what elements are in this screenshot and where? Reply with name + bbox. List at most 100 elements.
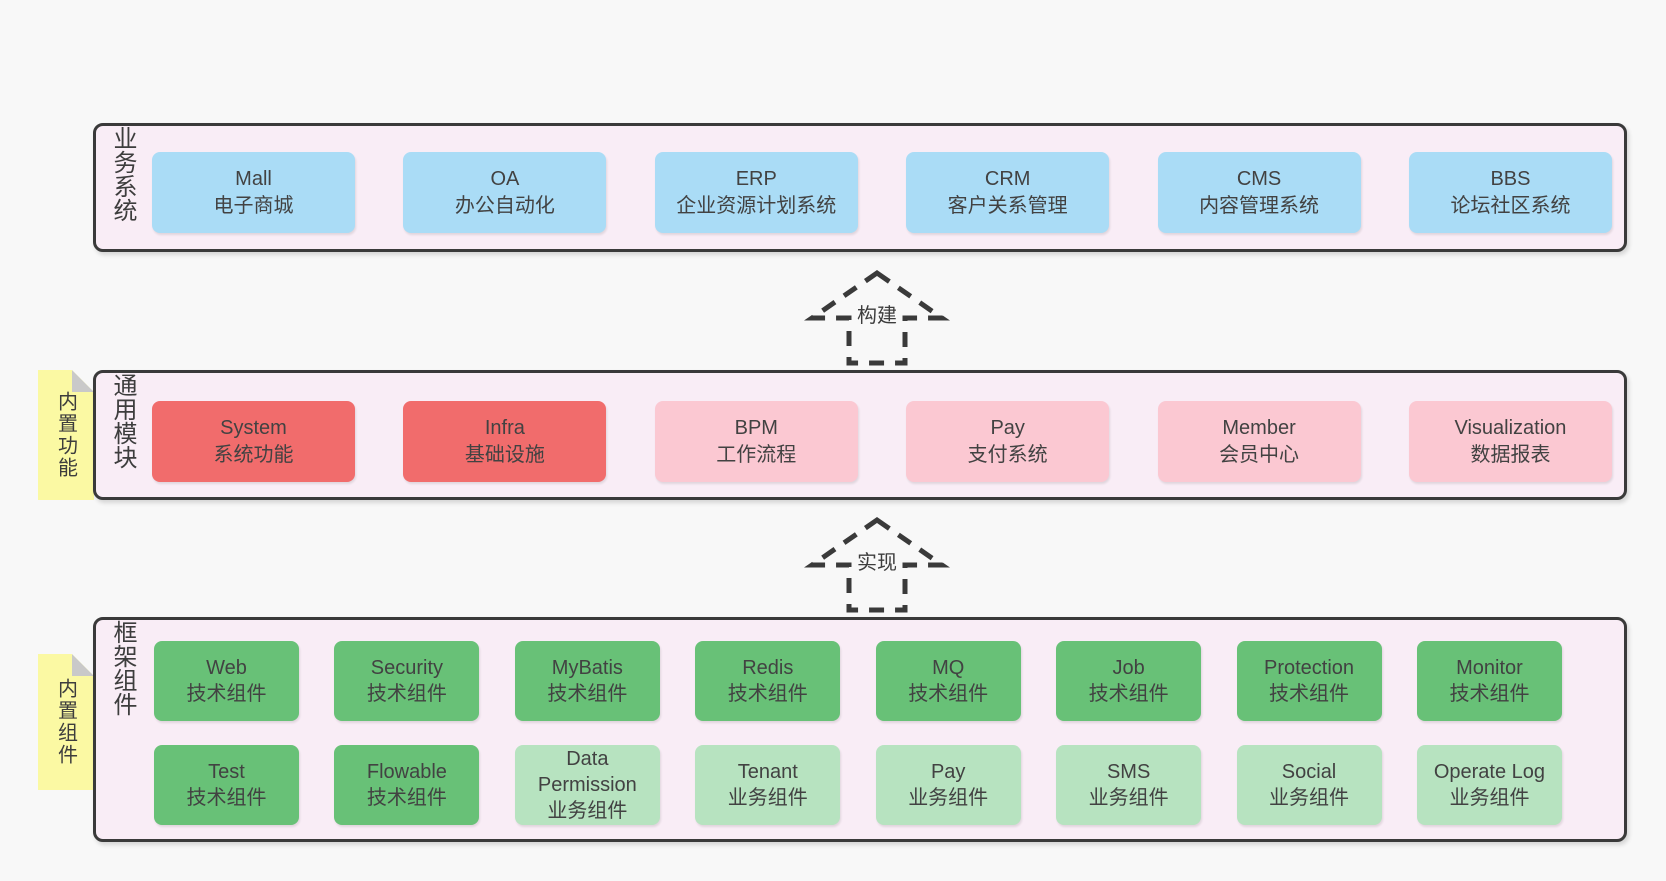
box-social: Social 业务组件 [1236, 745, 1382, 825]
box-test: Test 技术组件 [154, 745, 299, 825]
box-title: Tenant [737, 761, 798, 783]
layer-label-framework-components: 框架组件 [109, 620, 136, 716]
box-title: Security [370, 657, 444, 679]
box-subtitle: 技术组件 [366, 683, 447, 705]
box-subtitle: 内容管理系统 [1199, 194, 1320, 217]
box-title: Pay [990, 416, 1025, 439]
box-subtitle: 工作流程 [716, 443, 797, 466]
box-mq: MQ 技术组件 [875, 641, 1021, 721]
box-pay-system: Pay 支付系统 [906, 401, 1110, 482]
box-crm: CRM 客户关系管理 [906, 152, 1110, 233]
box-title: CRM [984, 167, 1031, 190]
box-subtitle: 业务组件 [547, 800, 628, 822]
box-title: Member [1222, 416, 1296, 439]
box-flowable: Flowable 技术组件 [334, 745, 480, 825]
box-subtitle: 会员中心 [1219, 443, 1300, 466]
box-title: MQ [932, 657, 965, 679]
layer-framework-components: 框架组件 Web 技术组件 Security 技术组件 MyBatis 技术组件… [93, 617, 1627, 842]
box-subtitle: 技术组件 [547, 683, 628, 705]
box-cms: CMS 内容管理系统 [1157, 152, 1361, 233]
box-sms: SMS 业务组件 [1056, 745, 1202, 825]
box-operate-log: Operate Log 业务组件 [1416, 745, 1562, 825]
box-title: MyBatis [551, 657, 623, 679]
box-subtitle: 技术组件 [366, 787, 447, 809]
box-redis: Redis 技术组件 [695, 641, 841, 721]
box-security: Security 技术组件 [334, 641, 480, 721]
layer-business-systems: 业务系统 Mall 电子商城 OA 办公自动化 ERP 企业资源计划系统 CRM… [93, 123, 1627, 252]
box-subtitle: 技术组件 [186, 683, 267, 705]
box-subtitle: 客户关系管理 [947, 194, 1068, 217]
arrow-implement-label: 实现 [854, 545, 900, 576]
sticky-note-label: 内置功能 [54, 391, 77, 479]
box-title: Protection [1264, 657, 1355, 679]
box-title: Job [1112, 657, 1145, 679]
box-subtitle: 技术组件 [727, 683, 808, 705]
box-title: Monitor [1456, 657, 1523, 679]
box-title: Infra [484, 416, 525, 439]
box-bbs: BBS 论坛社区系统 [1408, 152, 1612, 233]
box-system: System 系统功能 [152, 401, 355, 482]
arrow-build: 构建 [792, 268, 962, 368]
framework-components-row-1: Web 技术组件 Security 技术组件 MyBatis 技术组件 Redi… [154, 641, 1562, 721]
box-title: Redis [742, 657, 794, 679]
box-erp: ERP 企业资源计划系统 [654, 152, 858, 233]
box-subtitle: 业务组件 [1088, 787, 1169, 809]
arrow-up-icon [803, 516, 951, 613]
framework-components-row-2: Test 技术组件 Flowable 技术组件 Data Permission … [154, 745, 1562, 825]
arrow-build-label: 构建 [854, 298, 900, 329]
box-title: Test [208, 761, 245, 783]
box-job: Job 技术组件 [1056, 641, 1202, 721]
box-subtitle: 办公自动化 [454, 194, 555, 217]
box-title: Visualization [1454, 416, 1567, 439]
box-protection: Protection 技术组件 [1236, 641, 1382, 721]
box-title: BPM [734, 416, 778, 439]
box-title: Operate Log [1433, 761, 1546, 783]
box-subtitle: 电子商城 [213, 194, 294, 217]
note-fold-icon [72, 370, 94, 392]
common-modules-row: System 系统功能 Infra 基础设施 BPM 工作流程 Pay 支付系统… [152, 401, 1612, 482]
box-bpm: BPM 工作流程 [654, 401, 858, 482]
layer-label-common-modules: 通用模块 [109, 373, 136, 469]
sticky-note-label: 内置组件 [54, 678, 77, 766]
box-subtitle: 技术组件 [908, 683, 989, 705]
box-title: Mall [235, 167, 272, 190]
box-title: Flowable [366, 761, 447, 783]
box-member: Member 会员中心 [1157, 401, 1361, 482]
box-subtitle: 企业资源计划系统 [676, 194, 837, 217]
business-systems-row: Mall 电子商城 OA 办公自动化 ERP 企业资源计划系统 CRM 客户关系… [152, 152, 1612, 233]
box-subtitle: 系统功能 [213, 443, 294, 466]
arrow-up-icon [803, 269, 951, 366]
box-subtitle: 业务组件 [1449, 787, 1530, 809]
box-title: Social [1281, 761, 1337, 783]
note-fold-icon [72, 654, 94, 676]
box-subtitle: 业务组件 [1269, 787, 1350, 809]
box-subtitle: 支付系统 [967, 443, 1048, 466]
arrow-implement: 实现 [792, 515, 962, 615]
box-subtitle: 技术组件 [1269, 683, 1350, 705]
box-pay-component: Pay 业务组件 [875, 745, 1021, 825]
sticky-note-builtin-components: 内置组件 [38, 654, 94, 790]
box-subtitle: 基础设施 [464, 443, 545, 466]
sticky-note-builtin-features: 内置功能 [38, 370, 94, 500]
box-title: Data Permission [537, 748, 637, 796]
layer-common-modules: 通用模块 System 系统功能 Infra 基础设施 BPM 工作流程 Pay… [93, 370, 1627, 500]
box-subtitle: 技术组件 [186, 787, 267, 809]
box-title: Web [206, 657, 247, 679]
box-tenant: Tenant 业务组件 [695, 745, 841, 825]
box-infra: Infra 基础设施 [403, 401, 607, 482]
box-title: SMS [1106, 761, 1151, 783]
box-visualization: Visualization 数据报表 [1408, 401, 1612, 482]
box-subtitle: 业务组件 [908, 787, 989, 809]
box-mall: Mall 电子商城 [152, 152, 355, 233]
box-subtitle: 论坛社区系统 [1450, 194, 1571, 217]
box-title: OA [490, 167, 520, 190]
box-title: System [220, 416, 287, 439]
box-monitor: Monitor 技术组件 [1416, 641, 1562, 721]
box-subtitle: 业务组件 [727, 787, 808, 809]
layer-label-business-systems: 业务系统 [109, 126, 136, 222]
box-title: BBS [1490, 167, 1531, 190]
box-title: Pay [930, 761, 966, 783]
box-web: Web 技术组件 [154, 641, 299, 721]
box-subtitle: 技术组件 [1449, 683, 1530, 705]
